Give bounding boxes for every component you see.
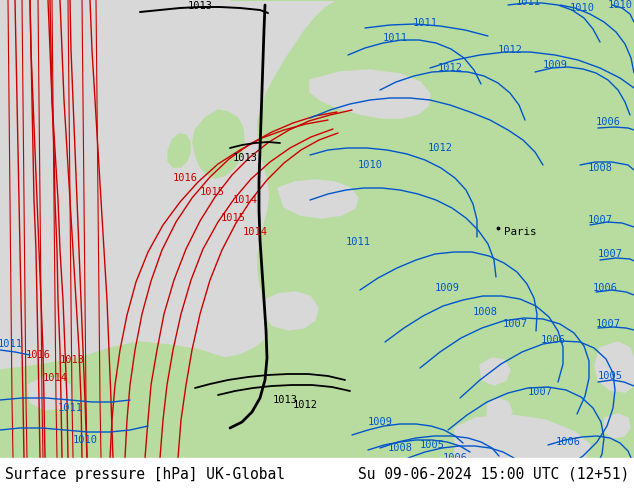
Polygon shape <box>310 70 430 118</box>
Text: 1011: 1011 <box>515 0 541 7</box>
Text: 1011: 1011 <box>58 403 82 413</box>
Polygon shape <box>0 0 634 458</box>
Text: 1007: 1007 <box>503 319 527 329</box>
Text: 1006: 1006 <box>541 335 566 345</box>
Text: 1013: 1013 <box>188 1 212 11</box>
Polygon shape <box>555 8 578 24</box>
Text: 1007: 1007 <box>595 319 621 329</box>
Polygon shape <box>168 134 190 167</box>
Polygon shape <box>193 110 244 178</box>
Text: 1012: 1012 <box>437 63 462 73</box>
Text: 1007: 1007 <box>527 387 552 397</box>
Text: 1008: 1008 <box>387 443 413 453</box>
Text: 1011: 1011 <box>413 18 437 28</box>
Polygon shape <box>497 30 513 45</box>
Text: 1009: 1009 <box>434 283 460 293</box>
Text: 1010: 1010 <box>569 3 595 13</box>
Polygon shape <box>595 342 634 392</box>
Polygon shape <box>264 292 318 330</box>
Text: 1014: 1014 <box>42 373 67 383</box>
Text: 1011: 1011 <box>0 339 22 349</box>
Text: 1005: 1005 <box>597 371 623 381</box>
Text: 1006: 1006 <box>555 437 581 447</box>
Text: 1013: 1013 <box>273 395 297 405</box>
Text: 1007: 1007 <box>597 249 623 259</box>
Text: 1014: 1014 <box>233 195 257 205</box>
Text: 1012: 1012 <box>427 143 453 153</box>
Text: 1012: 1012 <box>498 45 522 55</box>
Text: 1010: 1010 <box>358 160 382 170</box>
Text: 1011: 1011 <box>382 33 408 43</box>
Text: 1015: 1015 <box>221 213 245 223</box>
Text: 1012: 1012 <box>292 400 318 410</box>
Text: 1008: 1008 <box>472 307 498 317</box>
Text: 1006: 1006 <box>595 117 621 127</box>
Polygon shape <box>580 5 618 28</box>
Text: 1006: 1006 <box>443 453 467 463</box>
Polygon shape <box>278 180 358 218</box>
Text: 1009: 1009 <box>368 417 392 427</box>
Text: Paris: Paris <box>504 227 536 237</box>
Text: 1010: 1010 <box>72 435 98 445</box>
Text: 1008: 1008 <box>588 163 612 173</box>
Text: 1013: 1013 <box>233 153 257 163</box>
Text: 1014: 1014 <box>242 227 268 237</box>
Polygon shape <box>480 358 510 385</box>
Text: Su 09-06-2024 15:00 UTC (12+51): Su 09-06-2024 15:00 UTC (12+51) <box>358 466 629 482</box>
Text: 1016: 1016 <box>172 173 198 183</box>
Polygon shape <box>455 415 590 458</box>
Polygon shape <box>487 398 512 422</box>
Text: 1007: 1007 <box>588 215 612 225</box>
Text: 1010: 1010 <box>607 0 633 10</box>
Text: 1013: 1013 <box>60 355 84 365</box>
Text: 1011: 1011 <box>346 237 370 247</box>
Polygon shape <box>28 378 72 410</box>
Text: 1006: 1006 <box>593 283 618 293</box>
Bar <box>0 458 634 490</box>
Polygon shape <box>604 414 630 438</box>
Text: 1009: 1009 <box>543 60 567 70</box>
Text: 1015: 1015 <box>200 187 224 197</box>
Text: 1016: 1016 <box>25 350 51 360</box>
Text: 1005: 1005 <box>420 440 444 450</box>
Text: Surface pressure [hPa] UK-Global: Surface pressure [hPa] UK-Global <box>5 466 285 482</box>
